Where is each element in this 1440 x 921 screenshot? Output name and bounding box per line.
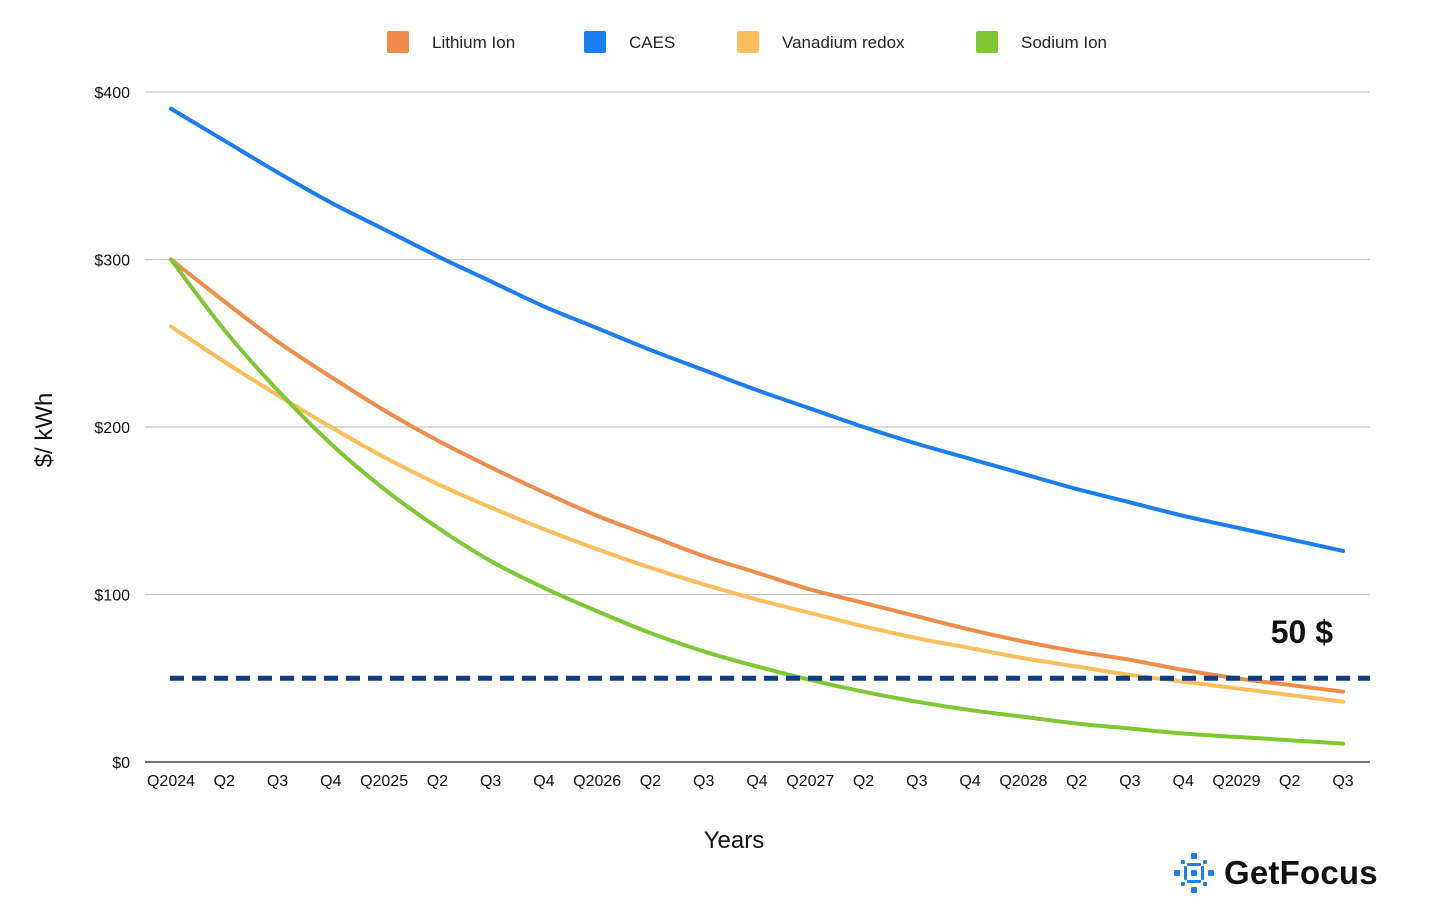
x-tick-label: Q2: [214, 773, 235, 790]
legend-label-vanadium-redox: Vanadium redox: [782, 33, 905, 52]
legend: Lithium Ion CAES Vanadium redox Sodium Ion: [387, 31, 1107, 53]
series-line-lithium-ion: [169, 257, 1345, 694]
series-lines: [169, 106, 1345, 746]
x-tick-label: Q4: [320, 773, 341, 790]
x-tick-label: Q2029: [1212, 773, 1260, 790]
x-tick-label: Q2: [853, 773, 874, 790]
x-tick-label: Q2025: [360, 773, 408, 790]
brand-name: GetFocus: [1224, 854, 1378, 891]
x-tick-label: Q2026: [573, 773, 621, 790]
x-tick-label: Q3: [1119, 773, 1140, 790]
legend-swatch-caes: [584, 31, 606, 53]
x-tick-label: Q3: [480, 773, 501, 790]
x-tick-label: Q3: [906, 773, 927, 790]
y-tick-label: $400: [94, 85, 130, 102]
legend-label-lithium-ion: Lithium Ion: [432, 33, 515, 52]
x-tick-label: Q3: [267, 773, 288, 790]
legend-label-sodium-ion: Sodium Ion: [1021, 33, 1107, 52]
y-axis-ticks: $0 $100 $200 $300 $400: [94, 85, 130, 772]
series-line-vanadium-redox: [169, 324, 1345, 704]
x-tick-label: Q2028: [999, 773, 1047, 790]
y-tick-label: $100: [94, 588, 130, 605]
x-tick-label: Q4: [746, 773, 767, 790]
y-axis-title: $/ kWh: [31, 393, 58, 468]
legend-swatch-lithium-ion: [387, 31, 409, 53]
x-axis-title: Years: [704, 827, 765, 854]
x-tick-label: Q3: [1332, 773, 1353, 790]
legend-swatch-vanadium-redox: [737, 31, 759, 53]
x-tick-label: Q4: [533, 773, 554, 790]
legend-swatch-sodium-ion: [976, 31, 998, 53]
series-line-caes: [169, 106, 1345, 553]
x-tick-label: Q2024: [147, 773, 195, 790]
x-tick-label: Q4: [959, 773, 980, 790]
legend-label-caes: CAES: [629, 33, 675, 52]
getfocus-logo-icon: [1174, 853, 1214, 893]
y-tick-label: $300: [94, 253, 130, 270]
x-tick-label: Q3: [693, 773, 714, 790]
x-axis-ticks: Q2024 Q2 Q3 Q4 Q2025 Q2 Q3 Q4 Q2026 Q2 Q3 Q4 Q2027 Q2…: [147, 773, 1354, 790]
reference-line-label: 50 $: [1271, 614, 1333, 650]
brand-logo: GetFocus: [1172, 850, 1378, 896]
x-tick-label: Q4: [1173, 773, 1194, 790]
y-tick-label: $0: [112, 755, 130, 772]
x-tick-label: Q2: [1279, 773, 1300, 790]
grid-lines: [145, 91, 1370, 596]
y-tick-label: $200: [94, 420, 130, 437]
x-tick-label: Q2: [640, 773, 661, 790]
x-tick-label: Q2: [1066, 773, 1087, 790]
x-tick-label: Q2: [427, 773, 448, 790]
series-line-sodium-ion: [169, 257, 1345, 746]
x-tick-label: Q2027: [786, 773, 834, 790]
